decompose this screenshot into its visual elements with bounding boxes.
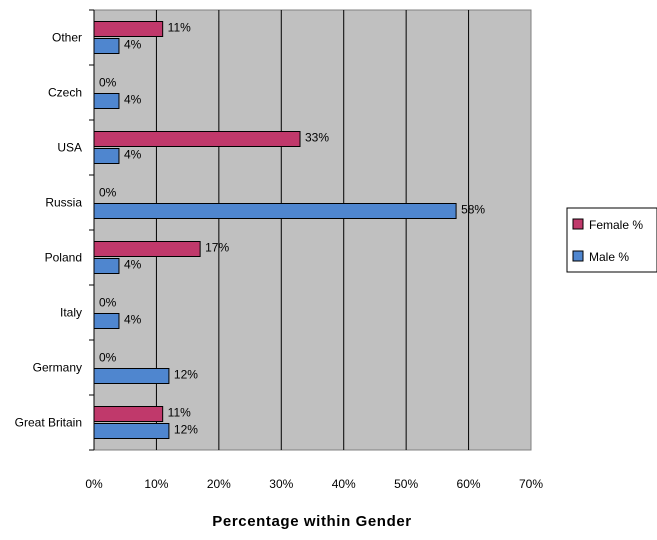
data-label: 11% bbox=[168, 21, 191, 35]
data-label: 12% bbox=[174, 423, 198, 437]
legend-swatch-male bbox=[572, 250, 584, 262]
x-axis-ticks: 0% 10% 20% 30% 40% 50% 60% 70% bbox=[85, 477, 543, 491]
legend: Female % Male % bbox=[566, 207, 657, 273]
data-label: 4% bbox=[124, 148, 142, 162]
x-tick-label: 60% bbox=[457, 477, 481, 491]
category-label: Poland bbox=[45, 251, 82, 265]
x-tick-label: 50% bbox=[394, 477, 418, 491]
data-label: 4% bbox=[124, 93, 142, 107]
female-bar bbox=[93, 241, 201, 257]
x-axis-title: Percentage within Gender bbox=[212, 513, 411, 530]
category-label: USA bbox=[57, 141, 82, 155]
bars bbox=[93, 21, 457, 439]
male-bar bbox=[93, 258, 120, 274]
x-tick-label: 20% bbox=[207, 477, 231, 491]
male-bar bbox=[93, 423, 170, 439]
category-label: Great Britain bbox=[15, 416, 82, 430]
female-bar bbox=[93, 406, 164, 422]
category-label: Czech bbox=[48, 86, 82, 100]
category-label: Russia bbox=[45, 196, 82, 210]
x-tick-label: 10% bbox=[144, 477, 168, 491]
male-bar bbox=[93, 203, 457, 219]
data-label: 33% bbox=[305, 131, 329, 145]
data-label: 0% bbox=[99, 76, 117, 90]
data-label: 4% bbox=[124, 258, 142, 272]
x-tick-label: 0% bbox=[85, 477, 103, 491]
data-label: 58% bbox=[461, 203, 485, 217]
male-bar bbox=[93, 38, 120, 54]
category-label: Germany bbox=[33, 361, 82, 375]
male-bar bbox=[93, 313, 120, 329]
female-bar bbox=[93, 131, 301, 147]
x-tick-label: 30% bbox=[269, 477, 293, 491]
data-label: 0% bbox=[99, 351, 117, 365]
category-label: Other bbox=[52, 31, 82, 45]
data-labels: 11% 12% 0% 12% 0% 4% 17% 4% 0% 58% 33% 4% 0% 4% 11% 4% bbox=[99, 21, 485, 437]
y-axis: Great Britain Germany Italy Poland Russia USA… bbox=[15, 9, 95, 451]
male-bar bbox=[93, 368, 170, 384]
x-tick-label: 70% bbox=[519, 477, 543, 491]
legend-label: Female % bbox=[589, 218, 643, 232]
data-label: 12% bbox=[174, 368, 198, 382]
data-label: 4% bbox=[124, 38, 142, 52]
data-label: 0% bbox=[99, 296, 117, 310]
x-tick-label: 40% bbox=[332, 477, 356, 491]
category-label: Italy bbox=[60, 306, 82, 320]
male-bar bbox=[93, 148, 120, 164]
data-label: 0% bbox=[99, 186, 117, 200]
legend-label: Male % bbox=[589, 250, 629, 264]
data-label: 4% bbox=[124, 313, 142, 327]
legend-swatch-female bbox=[572, 218, 584, 230]
data-label: 17% bbox=[205, 241, 229, 255]
male-bar bbox=[93, 93, 120, 109]
female-bar bbox=[93, 21, 164, 37]
data-label: 11% bbox=[168, 406, 191, 420]
